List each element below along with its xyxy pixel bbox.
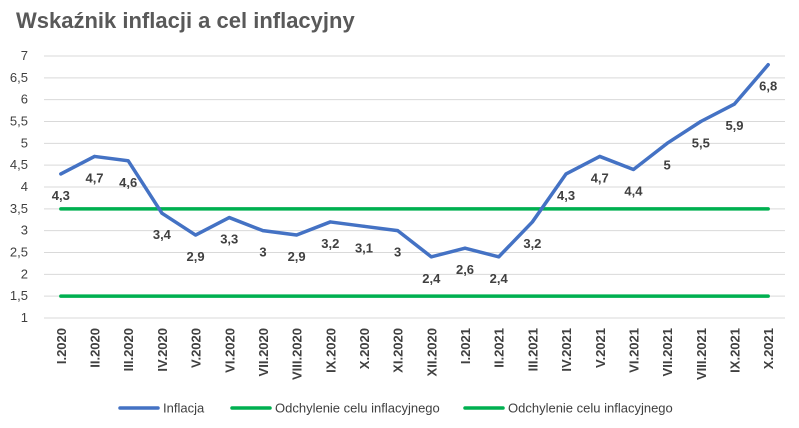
data-label: 3,4 xyxy=(153,227,172,242)
x-tick-label: IV.2021 xyxy=(559,328,574,372)
y-tick-label: 1 xyxy=(21,310,28,325)
x-tick-label: VIII.2021 xyxy=(694,328,709,380)
data-label: 4,7 xyxy=(85,170,103,185)
chart-title: Wskaźnik inflacji a cel inflacyjny xyxy=(16,8,355,33)
data-label: 2,6 xyxy=(456,262,474,277)
legend-label: Inflacja xyxy=(163,401,205,416)
x-tick-label: VII.2021 xyxy=(660,328,675,376)
gridlines xyxy=(44,55,785,319)
data-label: 4,6 xyxy=(119,175,137,190)
data-label: 6,8 xyxy=(759,79,777,94)
x-tick-label: I.2021 xyxy=(458,328,473,364)
y-tick-label: 7 xyxy=(21,48,28,63)
y-axis-ticks: 1 1,5 2 2,5 3 3,5 4 4,5 5 5,5 6 6,5 7 xyxy=(10,48,28,325)
data-point xyxy=(93,154,97,158)
x-tick-label: XI.2020 xyxy=(391,328,406,373)
data-label: 4,3 xyxy=(557,188,575,203)
data-point xyxy=(665,141,669,145)
y-tick-label: 6,5 xyxy=(10,70,28,85)
y-tick-label: 3,5 xyxy=(10,201,28,216)
x-tick-label: II.2020 xyxy=(88,328,103,368)
x-tick-label: III.2021 xyxy=(525,328,540,371)
legend-label: Odchylenie celu inflacyjnego xyxy=(508,401,673,416)
data-point xyxy=(295,233,299,237)
x-tick-label: V.2020 xyxy=(189,328,204,368)
data-label: 4,7 xyxy=(591,170,609,185)
series-lines xyxy=(59,62,770,298)
data-point xyxy=(59,172,63,176)
data-point xyxy=(362,224,366,228)
data-label: 5,9 xyxy=(725,118,743,133)
data-point xyxy=(126,159,130,163)
data-point xyxy=(699,120,703,123)
data-point xyxy=(227,216,231,220)
x-tick-label: III.2020 xyxy=(121,328,136,371)
data-label: 2,4 xyxy=(422,271,441,286)
x-tick-label: X.2021 xyxy=(761,328,776,369)
data-label: 4,3 xyxy=(52,188,70,203)
legend: Inflacja Odchylenie celu inflacyjnego Odch… xyxy=(118,401,673,416)
x-tick-label: VI.2021 xyxy=(626,328,641,373)
y-tick-label: 4,5 xyxy=(10,157,28,172)
y-tick-label: 3 xyxy=(21,223,28,238)
data-label: 3,2 xyxy=(523,236,541,251)
x-tick-label: V.2021 xyxy=(593,328,608,368)
x-tick-label: VIII.2020 xyxy=(290,328,305,380)
x-tick-label: II.2021 xyxy=(492,328,507,368)
data-label: 5 xyxy=(663,157,670,172)
data-label: 3,1 xyxy=(355,240,373,255)
data-point xyxy=(261,229,265,233)
y-tick-label: 5,5 xyxy=(10,114,28,129)
data-point xyxy=(497,255,501,259)
data-label: 4,4 xyxy=(624,184,643,199)
y-tick-label: 6 xyxy=(21,92,28,107)
data-point xyxy=(732,102,736,106)
y-tick-label: 1,5 xyxy=(10,288,28,303)
x-tick-label: VII.2020 xyxy=(256,328,271,376)
x-tick-label: IV.2020 xyxy=(155,328,170,372)
data-label: 2,9 xyxy=(187,249,205,264)
x-tick-label: IX.2021 xyxy=(727,328,742,373)
x-tick-label: X.2020 xyxy=(357,328,372,369)
data-point xyxy=(530,220,534,224)
data-point xyxy=(194,233,198,237)
data-point xyxy=(631,168,635,172)
x-axis-ticks: I.2020 II.2020 III.2020 IV.2020 V.2020 VI.202… xyxy=(54,328,776,380)
data-label: 3 xyxy=(259,245,266,260)
data-label: 3,3 xyxy=(220,232,238,247)
y-tick-label: 5 xyxy=(21,135,28,150)
series-line-inflacja xyxy=(59,62,770,259)
y-tick-label: 2,5 xyxy=(10,245,28,260)
y-tick-label: 4 xyxy=(21,179,28,194)
data-label: 5,5 xyxy=(692,136,710,151)
y-tick-label: 2 xyxy=(21,266,28,281)
data-point xyxy=(160,211,164,215)
x-tick-label: IX.2020 xyxy=(323,328,338,373)
data-label: 3,2 xyxy=(321,236,339,251)
data-label: 2,4 xyxy=(490,271,509,286)
x-tick-label: VI.2020 xyxy=(222,328,237,373)
data-point xyxy=(598,154,602,158)
x-tick-label: XII.2020 xyxy=(424,328,439,376)
data-point xyxy=(429,255,433,259)
data-point xyxy=(766,63,770,67)
legend-label: Odchylenie celu inflacyjnego xyxy=(275,401,440,416)
data-point xyxy=(396,229,400,233)
data-point xyxy=(564,172,568,176)
data-label: 3 xyxy=(394,245,401,260)
data-point xyxy=(463,246,467,250)
data-label: 2,9 xyxy=(288,249,306,264)
x-tick-label: I.2020 xyxy=(54,328,69,364)
data-point xyxy=(328,220,332,224)
data-labels: 4,3 4,7 4,6 3,4 2,9 3,3 3 2,9 3,2 3,1 3 2,4 2,6 2,4 3,… xyxy=(52,79,777,286)
